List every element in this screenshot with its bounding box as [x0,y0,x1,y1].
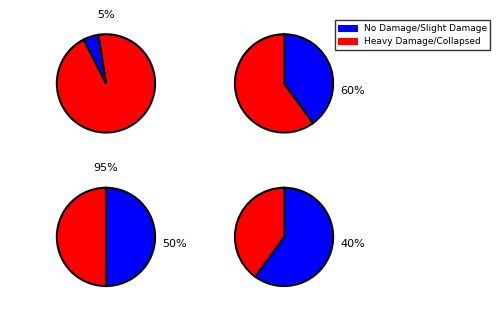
Wedge shape [235,34,313,133]
Text: 40%: 40% [340,239,365,249]
Wedge shape [235,188,284,277]
Legend: No Damage/Slight Damage, Heavy Damage/Collapsed: No Damage/Slight Damage, Heavy Damage/Co… [335,20,490,50]
Wedge shape [106,188,155,286]
Wedge shape [57,188,106,286]
Wedge shape [84,35,106,84]
Text: 40%: 40% [0,313,1,314]
Wedge shape [57,34,155,133]
Text: 50%: 50% [162,239,187,249]
Wedge shape [255,188,333,286]
Text: 60%: 60% [0,313,1,314]
Wedge shape [284,34,333,123]
Text: 95%: 95% [94,163,118,173]
Text: 5%: 5% [97,9,115,19]
Text: 60%: 60% [340,86,365,96]
Text: 50%: 50% [0,313,1,314]
